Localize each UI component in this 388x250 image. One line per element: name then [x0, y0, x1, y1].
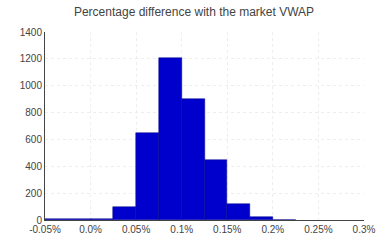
svg-text:0.15%: 0.15% — [213, 224, 241, 235]
svg-text:0: 0 — [36, 215, 42, 226]
svg-text:0.05%: 0.05% — [122, 224, 150, 235]
svg-text:200: 200 — [25, 188, 42, 199]
svg-text:1200: 1200 — [20, 53, 43, 64]
svg-text:400: 400 — [25, 161, 42, 172]
svg-text:1000: 1000 — [20, 80, 43, 91]
svg-text:Percentage difference with the: Percentage difference with the market VW… — [74, 5, 314, 19]
svg-text:0.3%: 0.3% — [353, 224, 376, 235]
svg-text:-0.05%: -0.05% — [29, 224, 61, 235]
svg-text:0.1%: 0.1% — [170, 224, 193, 235]
svg-text:800: 800 — [25, 107, 42, 118]
svg-text:0.0%: 0.0% — [79, 224, 102, 235]
svg-text:600: 600 — [25, 134, 42, 145]
svg-text:0.2%: 0.2% — [261, 224, 284, 235]
svg-text:0.25%: 0.25% — [304, 224, 332, 235]
svg-text:1400: 1400 — [20, 27, 43, 38]
